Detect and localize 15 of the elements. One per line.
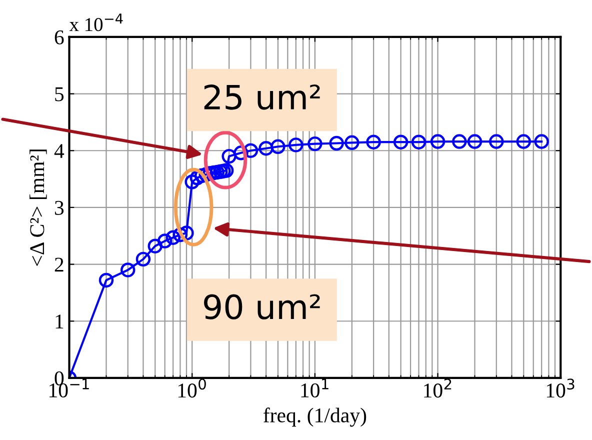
y-tick-label: 2	[54, 258, 64, 272]
text: x 10$^{−4}$	[69, 14, 123, 32]
y-tick-label: 6	[54, 30, 64, 44]
x-tick-label: 10$^{3}$	[546, 378, 574, 398]
annotation: 90 um²	[204, 294, 320, 320]
annotation: 25 um²	[204, 84, 320, 110]
x-axis-title: freq. (1/day)	[264, 408, 366, 427]
x-tick-label: 10$^{0}$	[178, 378, 206, 398]
y-tick-label: 1	[56, 314, 64, 328]
y-tick-label: 4	[54, 144, 64, 158]
x-tick-label: 10$^{1}$	[301, 378, 328, 398]
y-tick-label: 3	[54, 200, 64, 215]
x-tick-label: 10$^{2}$	[424, 378, 452, 398]
y-tick-label: 5	[55, 87, 64, 102]
y-axis-title: <Δ C²> [mm²]	[30, 150, 47, 266]
